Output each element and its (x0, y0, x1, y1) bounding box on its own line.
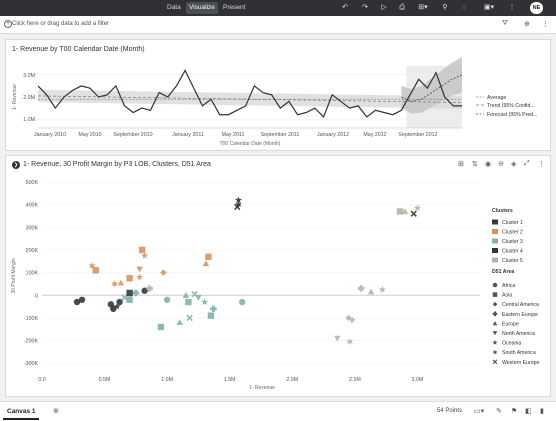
flag-icon[interactable]: ⚑ (511, 408, 518, 415)
add-filter-icon[interactable]: + (4, 20, 12, 28)
grid-icon[interactable]: ⊞ (458, 161, 464, 168)
add-dropdown-icon[interactable]: ⊞▾ (418, 4, 428, 11)
clusters-legend-title: Clusters (492, 208, 513, 214)
redo-icon[interactable]: ↷ (362, 4, 368, 11)
scatter-chart-panel: ❯ 1- Revenue, 30 Profit Margin by P3 LOB… (5, 155, 551, 397)
pin-icon[interactable]: ⊖ (498, 161, 504, 168)
expand-icon[interactable]: ⤢ (524, 160, 530, 167)
more-vertical-icon[interactable]: ⋮ (538, 161, 545, 168)
panel-view-icon[interactable]: ▮ (540, 408, 544, 415)
bell-icon[interactable]: ⚲ (442, 4, 448, 11)
more-icon[interactable]: ◈ (511, 161, 517, 168)
cluster-icon: ❯ (12, 161, 20, 169)
more-vertical-icon[interactable]: ⋮ (542, 21, 549, 28)
top-bar: Data Visualize Present ↶ ↷ ▷ ⎙ ⊞▾ ⚲ ◌ ▣▾… (0, 0, 556, 16)
filter-icon[interactable]: ⛛ (502, 20, 508, 27)
line-chart-panel: 1- Revenue by T00 Calendar Date (Month) (5, 39, 551, 151)
more-vertical-icon[interactable]: ⋮ (508, 4, 516, 11)
add-canvas-icon[interactable]: ⊕ (53, 408, 59, 415)
tab-canvas-1[interactable]: Canvas 1 (3, 406, 39, 420)
bottom-bar: Canvas 1 ⊕ 54 Points ▭▾ ✎ ⚑ ◧ ▮ (0, 401, 556, 421)
undo-icon[interactable]: ↶ (342, 4, 348, 11)
comment-dropdown-icon[interactable]: ▭▾ (474, 408, 485, 415)
tab-present[interactable]: Present (223, 4, 246, 11)
sort-icon[interactable]: ⇅ (472, 161, 478, 168)
area-legend-title: D51 Area (492, 269, 515, 275)
tab-visualize[interactable]: Visualize (186, 2, 218, 14)
line-chart-title: 1- Revenue by T00 Calendar Date (Month) (12, 46, 145, 53)
points-count: 54 Points (437, 408, 463, 414)
lightbulb-icon[interactable]: ◌ (461, 4, 467, 11)
scatter-chart-title: 1- Revenue, 30 Profit Margin by P3 LOB, … (23, 161, 211, 168)
tab-data[interactable]: Data (167, 4, 181, 11)
save-dropdown-icon[interactable]: ▣▾ (483, 4, 495, 11)
grid-settings-icon[interactable]: ⊕ (524, 21, 530, 28)
avatar[interactable]: NE (530, 2, 543, 14)
palette-icon[interactable]: ◉ (485, 161, 492, 168)
split-view-icon[interactable]: ◧ (525, 408, 532, 415)
play-icon[interactable]: ▷ (381, 4, 387, 11)
filter-bar[interactable]: + Click here or drag data to add a filte… (0, 16, 556, 34)
filter-placeholder[interactable]: Click here or drag data to add a filter (12, 21, 110, 27)
brush-icon[interactable]: ✎ (496, 408, 502, 415)
export-icon[interactable]: ⎙ (399, 4, 405, 11)
